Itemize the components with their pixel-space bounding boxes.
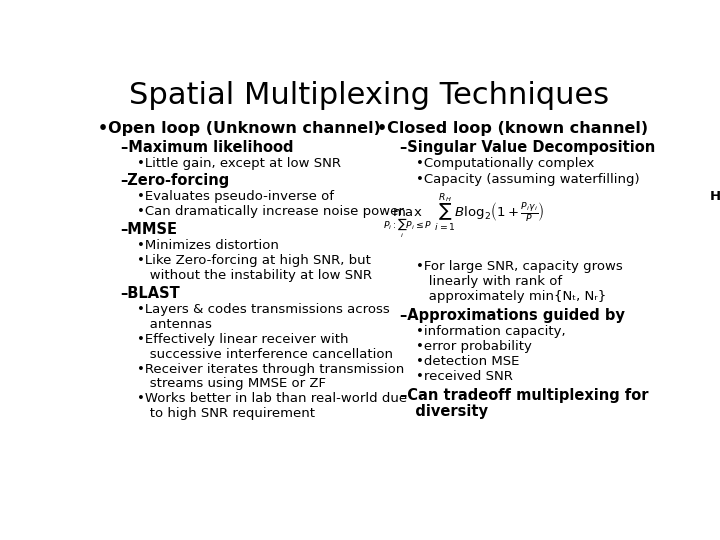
Text: streams using MMSE or ZF: streams using MMSE or ZF (138, 377, 326, 390)
Text: •Works better in lab than real-world due: •Works better in lab than real-world due (138, 393, 408, 406)
Text: antennas: antennas (138, 318, 212, 330)
Text: •Evaluates pseudo-inverse of: •Evaluates pseudo-inverse of (138, 190, 338, 202)
Text: to high SNR requirement: to high SNR requirement (138, 407, 315, 421)
Text: •Open loop (Unknown channel): •Open loop (Unknown channel) (99, 121, 382, 136)
Text: •Receiver iterates through transmission: •Receiver iterates through transmission (138, 362, 405, 375)
Text: •For large SNR, capacity grows: •For large SNR, capacity grows (416, 260, 624, 273)
Text: •Little gain, except at low SNR: •Little gain, except at low SNR (138, 157, 341, 170)
Text: successive interference cancellation: successive interference cancellation (138, 348, 393, 361)
Text: –MMSE: –MMSE (121, 222, 178, 237)
Text: –Approximations guided by: –Approximations guided by (400, 308, 624, 323)
Text: •information capacity,: •information capacity, (416, 325, 566, 338)
Text: without the instability at low SNR: without the instability at low SNR (138, 269, 372, 282)
Text: $\underset{P_i:\sum_i P_i \leq P}{\max}\ \sum_{i=1}^{R_H} B\log_2\!\left(1+\frac: $\underset{P_i:\sum_i P_i \leq P}{\max}\… (383, 192, 544, 241)
Text: diversity: diversity (400, 404, 487, 419)
Text: •Computationally complex: •Computationally complex (416, 157, 595, 170)
Text: •Layers & codes transmissions across: •Layers & codes transmissions across (138, 302, 390, 316)
Text: •Can dramatically increase noise power: •Can dramatically increase noise power (138, 205, 405, 218)
Text: Spatial Multiplexing Techniques: Spatial Multiplexing Techniques (129, 82, 609, 111)
Text: •detection MSE: •detection MSE (416, 355, 520, 368)
Text: approximately min{Nₜ, Nᵣ}: approximately min{Nₜ, Nᵣ} (416, 290, 607, 303)
Text: –Singular Value Decomposition: –Singular Value Decomposition (400, 140, 655, 154)
Text: –Zero-forcing: –Zero-forcing (121, 173, 230, 188)
Text: •Closed loop (known channel): •Closed loop (known channel) (377, 121, 649, 136)
Text: –Maximum likelihood: –Maximum likelihood (121, 140, 293, 154)
Text: •Like Zero-forcing at high SNR, but: •Like Zero-forcing at high SNR, but (138, 254, 372, 267)
Text: H: H (709, 190, 720, 202)
Text: linearly with rank of: linearly with rank of (416, 275, 567, 288)
Text: –BLAST: –BLAST (121, 286, 181, 301)
Text: •Minimizes distortion: •Minimizes distortion (138, 239, 279, 252)
Text: •error probability: •error probability (416, 340, 532, 353)
Text: –Can tradeoff multiplexing for: –Can tradeoff multiplexing for (400, 388, 648, 403)
Text: •received SNR: •received SNR (416, 370, 513, 383)
Text: •Effectively linear receiver with: •Effectively linear receiver with (138, 333, 349, 346)
Text: •Capacity (assuming waterfilling): •Capacity (assuming waterfilling) (416, 173, 640, 186)
